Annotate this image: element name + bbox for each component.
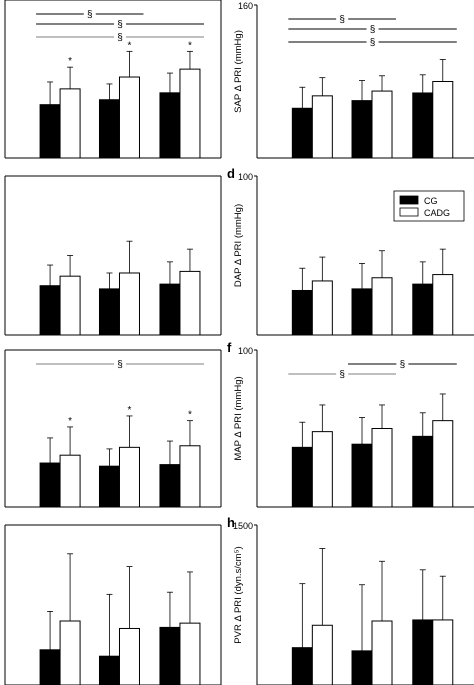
bar-cadg	[371, 620, 393, 685]
bar-cg	[98, 655, 120, 685]
bar-cg	[291, 107, 313, 159]
bar-cadg	[311, 431, 333, 508]
significance-star: *	[68, 56, 72, 67]
bar-cadg	[118, 446, 140, 508]
bar-cadg	[59, 88, 81, 159]
y-axis-label: DAP Δ PRI (mmHg)	[233, 204, 244, 287]
y-tick-label: 100	[238, 172, 253, 182]
bracket-mark: §	[87, 10, 93, 21]
y-tick-label: 100	[238, 346, 253, 356]
bar-cadg	[371, 277, 393, 336]
bracket-mark: §	[117, 360, 123, 371]
significance-star: *	[188, 40, 192, 51]
bar-cg	[159, 626, 181, 685]
bar-cadg	[371, 90, 393, 159]
bracket-mark: §	[117, 33, 123, 44]
bar-cadg	[118, 76, 140, 159]
legend-swatch-cg	[399, 195, 419, 205]
bar-cadg	[59, 620, 81, 685]
bar-cg	[159, 283, 181, 336]
bar-cg	[39, 285, 61, 336]
y-axis-label: MAP Δ PRI (mmHg)	[233, 376, 244, 460]
panel-2: 160 SAP Δ PRI (mmHg) § § §	[233, 1, 474, 159]
panel-letter: h	[227, 515, 235, 530]
significance-star: *	[128, 40, 132, 51]
y-axis-label: SAP Δ PRI (mmHg)	[233, 30, 244, 113]
bar-cg	[351, 288, 373, 336]
bar-cadg	[311, 624, 333, 685]
bar-cadg	[311, 95, 333, 159]
bar-cadg	[432, 619, 454, 685]
significance-star: *	[68, 416, 72, 427]
panel-5: * * * §	[4, 349, 222, 508]
bar-cg	[291, 446, 313, 508]
legend: CG CADG	[393, 190, 465, 222]
bar-cg	[98, 465, 120, 508]
bracket-mark: §	[400, 360, 406, 371]
bar-cg	[351, 650, 373, 685]
bar-cadg	[371, 428, 393, 508]
bar-cg	[291, 289, 313, 336]
bar-cadg	[179, 445, 201, 508]
bar-cg	[351, 100, 373, 159]
bar-cg	[39, 462, 61, 508]
bar-cg	[39, 649, 61, 685]
bracket-mark: §	[339, 15, 345, 26]
panel-letter: f	[227, 340, 232, 355]
bar-cg	[98, 99, 120, 159]
bar-cadg	[179, 270, 201, 336]
legend-label-cadg: CADG	[424, 208, 450, 218]
bar-cg	[351, 443, 373, 508]
bar-cg	[412, 435, 434, 508]
bar-cadg	[118, 627, 140, 685]
significance-star: *	[188, 410, 192, 421]
bar-cadg	[432, 420, 454, 508]
bar-cg	[39, 104, 61, 159]
bar-cadg	[118, 272, 140, 336]
y-axis-label: PVR Δ PRI (dyn.s/cm⁵)	[233, 546, 244, 643]
bracket-mark: §	[339, 370, 345, 381]
y-tick-label: 160	[238, 1, 253, 11]
bar-cg	[98, 288, 120, 336]
panel-1: * * * § § §	[4, 0, 222, 159]
y-tick-label: 1500	[233, 521, 253, 531]
panel-7	[4, 524, 222, 685]
bar-cadg	[59, 454, 81, 508]
bar-cadg	[179, 622, 201, 685]
panel-8: 1500 PVR Δ PRI (dyn.s/cm⁵) h	[227, 515, 474, 685]
panel-3	[4, 175, 222, 336]
bar-cadg	[432, 81, 454, 159]
legend-label-cg: CG	[424, 196, 438, 206]
bar-cadg	[311, 280, 333, 336]
bar-cg	[159, 92, 181, 159]
bar-cg	[412, 619, 434, 685]
bar-cg	[291, 647, 313, 685]
bracket-mark: §	[370, 25, 376, 36]
panel-4: 100 DAP Δ PRI (mmHg) d CG CADG	[227, 166, 474, 336]
bar-cg	[412, 283, 434, 336]
bar-cg	[159, 464, 181, 508]
bracket-mark: §	[117, 20, 123, 31]
panel-letter: d	[227, 166, 235, 181]
bar-cadg	[59, 275, 81, 336]
significance-star: *	[128, 405, 132, 416]
bar-cadg	[179, 68, 201, 159]
bar-cg	[412, 92, 434, 159]
bracket-mark: §	[370, 38, 376, 49]
bar-cadg	[432, 274, 454, 336]
legend-swatch-cadg	[399, 207, 419, 217]
panel-6: 100 MAP Δ PRI (mmHg) f § §	[227, 340, 474, 508]
